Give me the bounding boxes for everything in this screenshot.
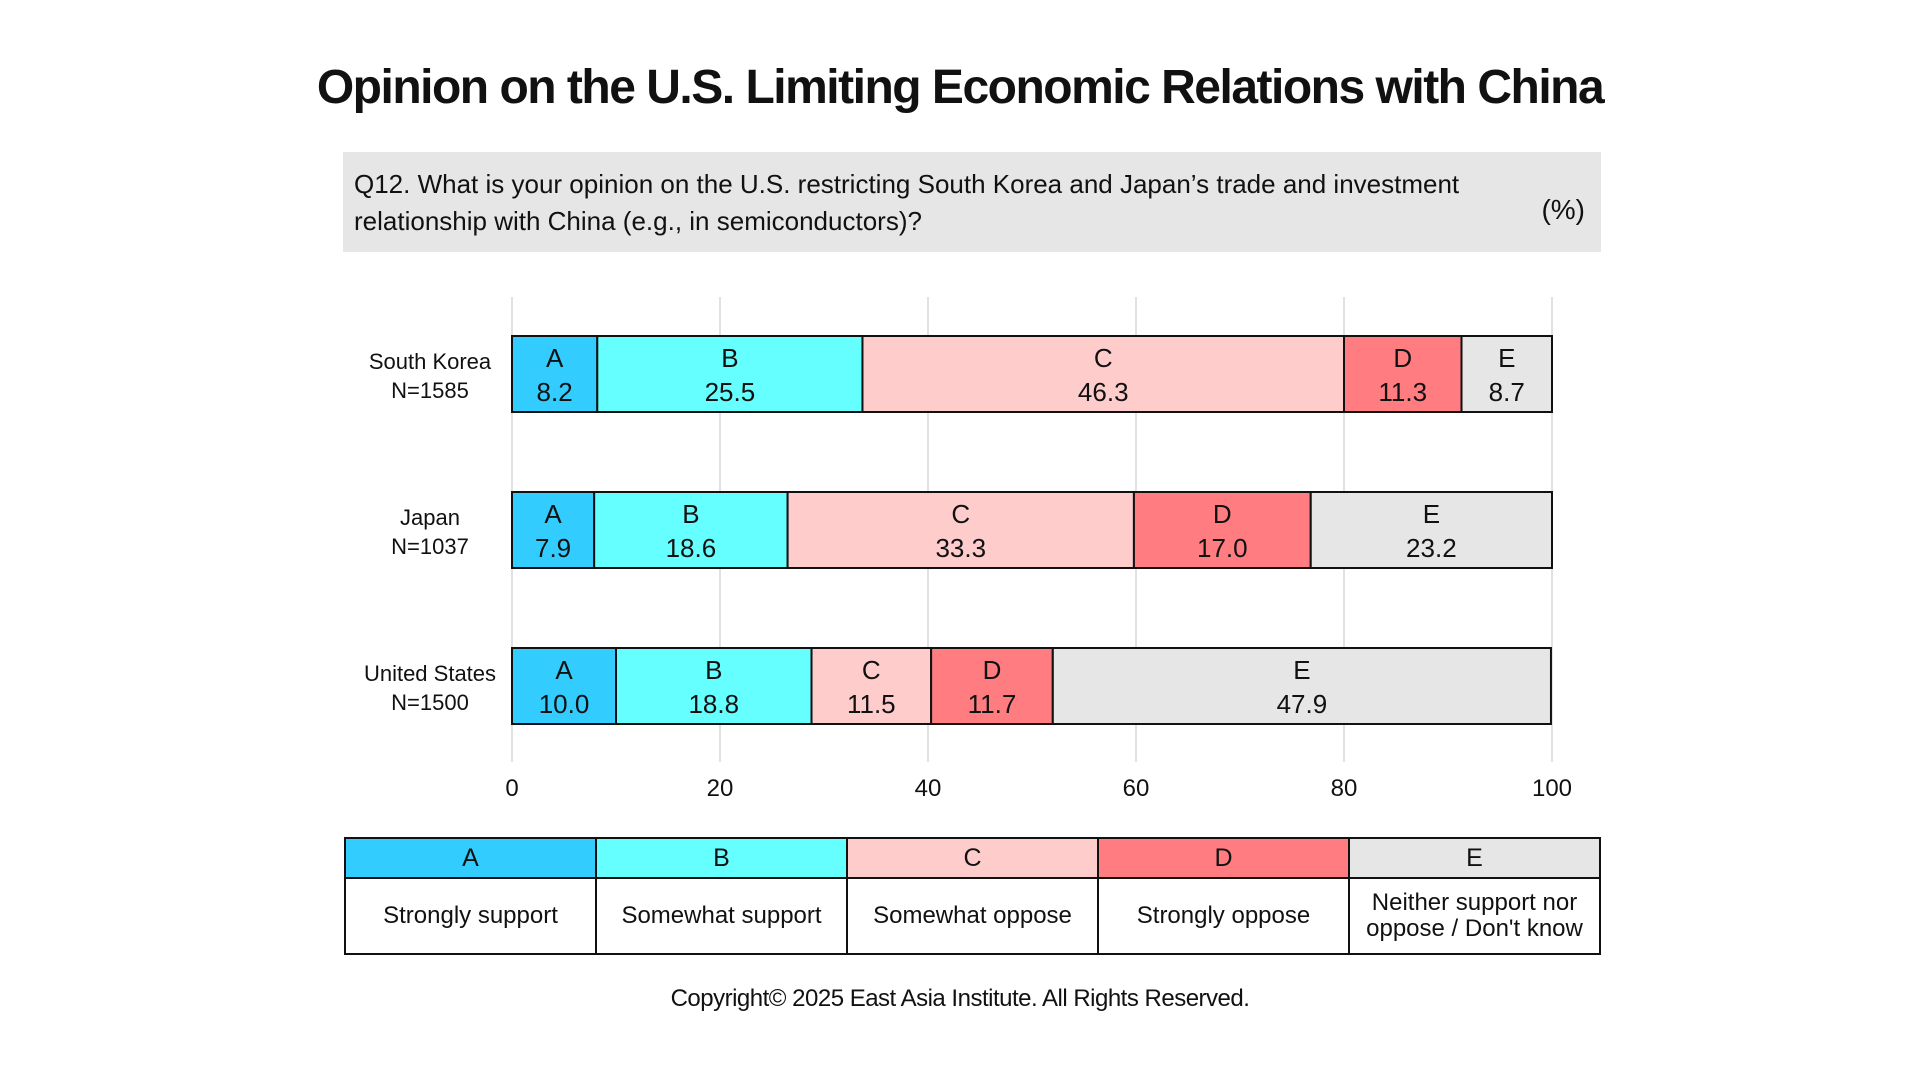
data-label: 11.3 xyxy=(1378,377,1427,407)
legend-label-a: Strongly support xyxy=(344,877,597,955)
segment-code-label: A xyxy=(546,343,564,373)
segment-code-label: C xyxy=(1094,343,1113,373)
legend-label-b: Somewhat support xyxy=(595,877,848,955)
data-label: 25.5 xyxy=(705,377,756,407)
category-label: United States xyxy=(364,661,496,686)
legend-code-e: E xyxy=(1348,837,1601,879)
data-label: 23.2 xyxy=(1406,533,1457,563)
bar-segment-e xyxy=(1051,647,1552,725)
data-label: 17.0 xyxy=(1197,533,1248,563)
legend-code-d: D xyxy=(1097,837,1350,879)
segment-code-label: D xyxy=(983,655,1002,685)
legend-label-e: Neither support nor oppose / Don't know xyxy=(1348,877,1601,955)
data-label: 18.8 xyxy=(688,689,739,719)
legend-table: A B C D E Strongly support Somewhat supp… xyxy=(344,837,1601,955)
x-tick-label: 20 xyxy=(707,775,734,802)
bar-segment-b xyxy=(615,647,813,725)
data-label: 47.9 xyxy=(1277,689,1328,719)
legend-code-c: C xyxy=(846,837,1099,879)
stacked-bar-chart: 0 20 40 60 80 100 South Korea N=1585 A 8.2 B 25.5 C 4… xyxy=(364,297,1572,802)
question-box: Q12. What is your opinion on the U.S. re… xyxy=(343,152,1601,252)
segment-code-label: D xyxy=(1393,343,1412,373)
category-n-label: N=1037 xyxy=(391,534,469,559)
x-tick-label: 100 xyxy=(1532,775,1572,802)
unit-label: (%) xyxy=(1541,194,1585,225)
legend-code-b: B xyxy=(595,837,848,879)
copyright: Copyright© 2025 East Asia Institute. All… xyxy=(670,985,1250,1012)
x-tick-label: 80 xyxy=(1331,775,1358,802)
data-label: 8.7 xyxy=(1489,377,1525,407)
segment-code-label: E xyxy=(1293,655,1310,685)
bar-segment-c xyxy=(861,335,1345,413)
x-tick-label: 60 xyxy=(1123,775,1150,802)
category-label: South Korea xyxy=(369,349,492,374)
segment-code-label: C xyxy=(951,499,970,529)
bar-segment-d xyxy=(1343,335,1463,413)
x-tick-label: 0 xyxy=(505,775,518,802)
bar-segment-e xyxy=(1460,335,1554,413)
segment-code-label: A xyxy=(555,655,573,685)
segment-code-label: E xyxy=(1423,499,1440,529)
data-label: 46.3 xyxy=(1078,377,1129,407)
segment-code-label: E xyxy=(1498,343,1515,373)
data-label: 11.7 xyxy=(968,689,1017,719)
category-label: Japan xyxy=(400,505,460,530)
segment-code-label: B xyxy=(721,343,738,373)
bar-segment-a xyxy=(511,491,596,569)
category-n-label: N=1500 xyxy=(391,690,469,715)
data-label: 18.6 xyxy=(666,533,717,563)
data-label: 11.5 xyxy=(847,689,896,719)
bar-segment-e xyxy=(1309,491,1553,569)
legend-code-a: A xyxy=(344,837,597,879)
data-label: 7.9 xyxy=(535,533,571,563)
segment-code-label: B xyxy=(682,499,699,529)
segment-code-label: B xyxy=(705,655,722,685)
legend-label-c: Somewhat oppose xyxy=(846,877,1099,955)
data-label: 8.2 xyxy=(537,377,573,407)
bar-segment-d xyxy=(930,647,1054,725)
data-label: 33.3 xyxy=(935,533,986,563)
bar-segment-c xyxy=(810,647,933,725)
segment-code-label: A xyxy=(544,499,562,529)
segment-code-label: D xyxy=(1213,499,1232,529)
legend-label-d: Strongly oppose xyxy=(1097,877,1350,955)
data-label: 10.0 xyxy=(539,689,590,719)
bar-segment-c xyxy=(786,491,1135,569)
chart-title: Opinion on the U.S. Limiting Economic Re… xyxy=(316,61,1605,114)
bar-segment-a xyxy=(511,647,617,725)
bar-segment-d xyxy=(1132,491,1312,569)
x-tick-label: 40 xyxy=(915,775,942,802)
question-text: Q12. What is your opinion on the U.S. re… xyxy=(354,169,1460,236)
segment-code-label: C xyxy=(862,655,881,685)
category-n-label: N=1585 xyxy=(391,378,469,403)
